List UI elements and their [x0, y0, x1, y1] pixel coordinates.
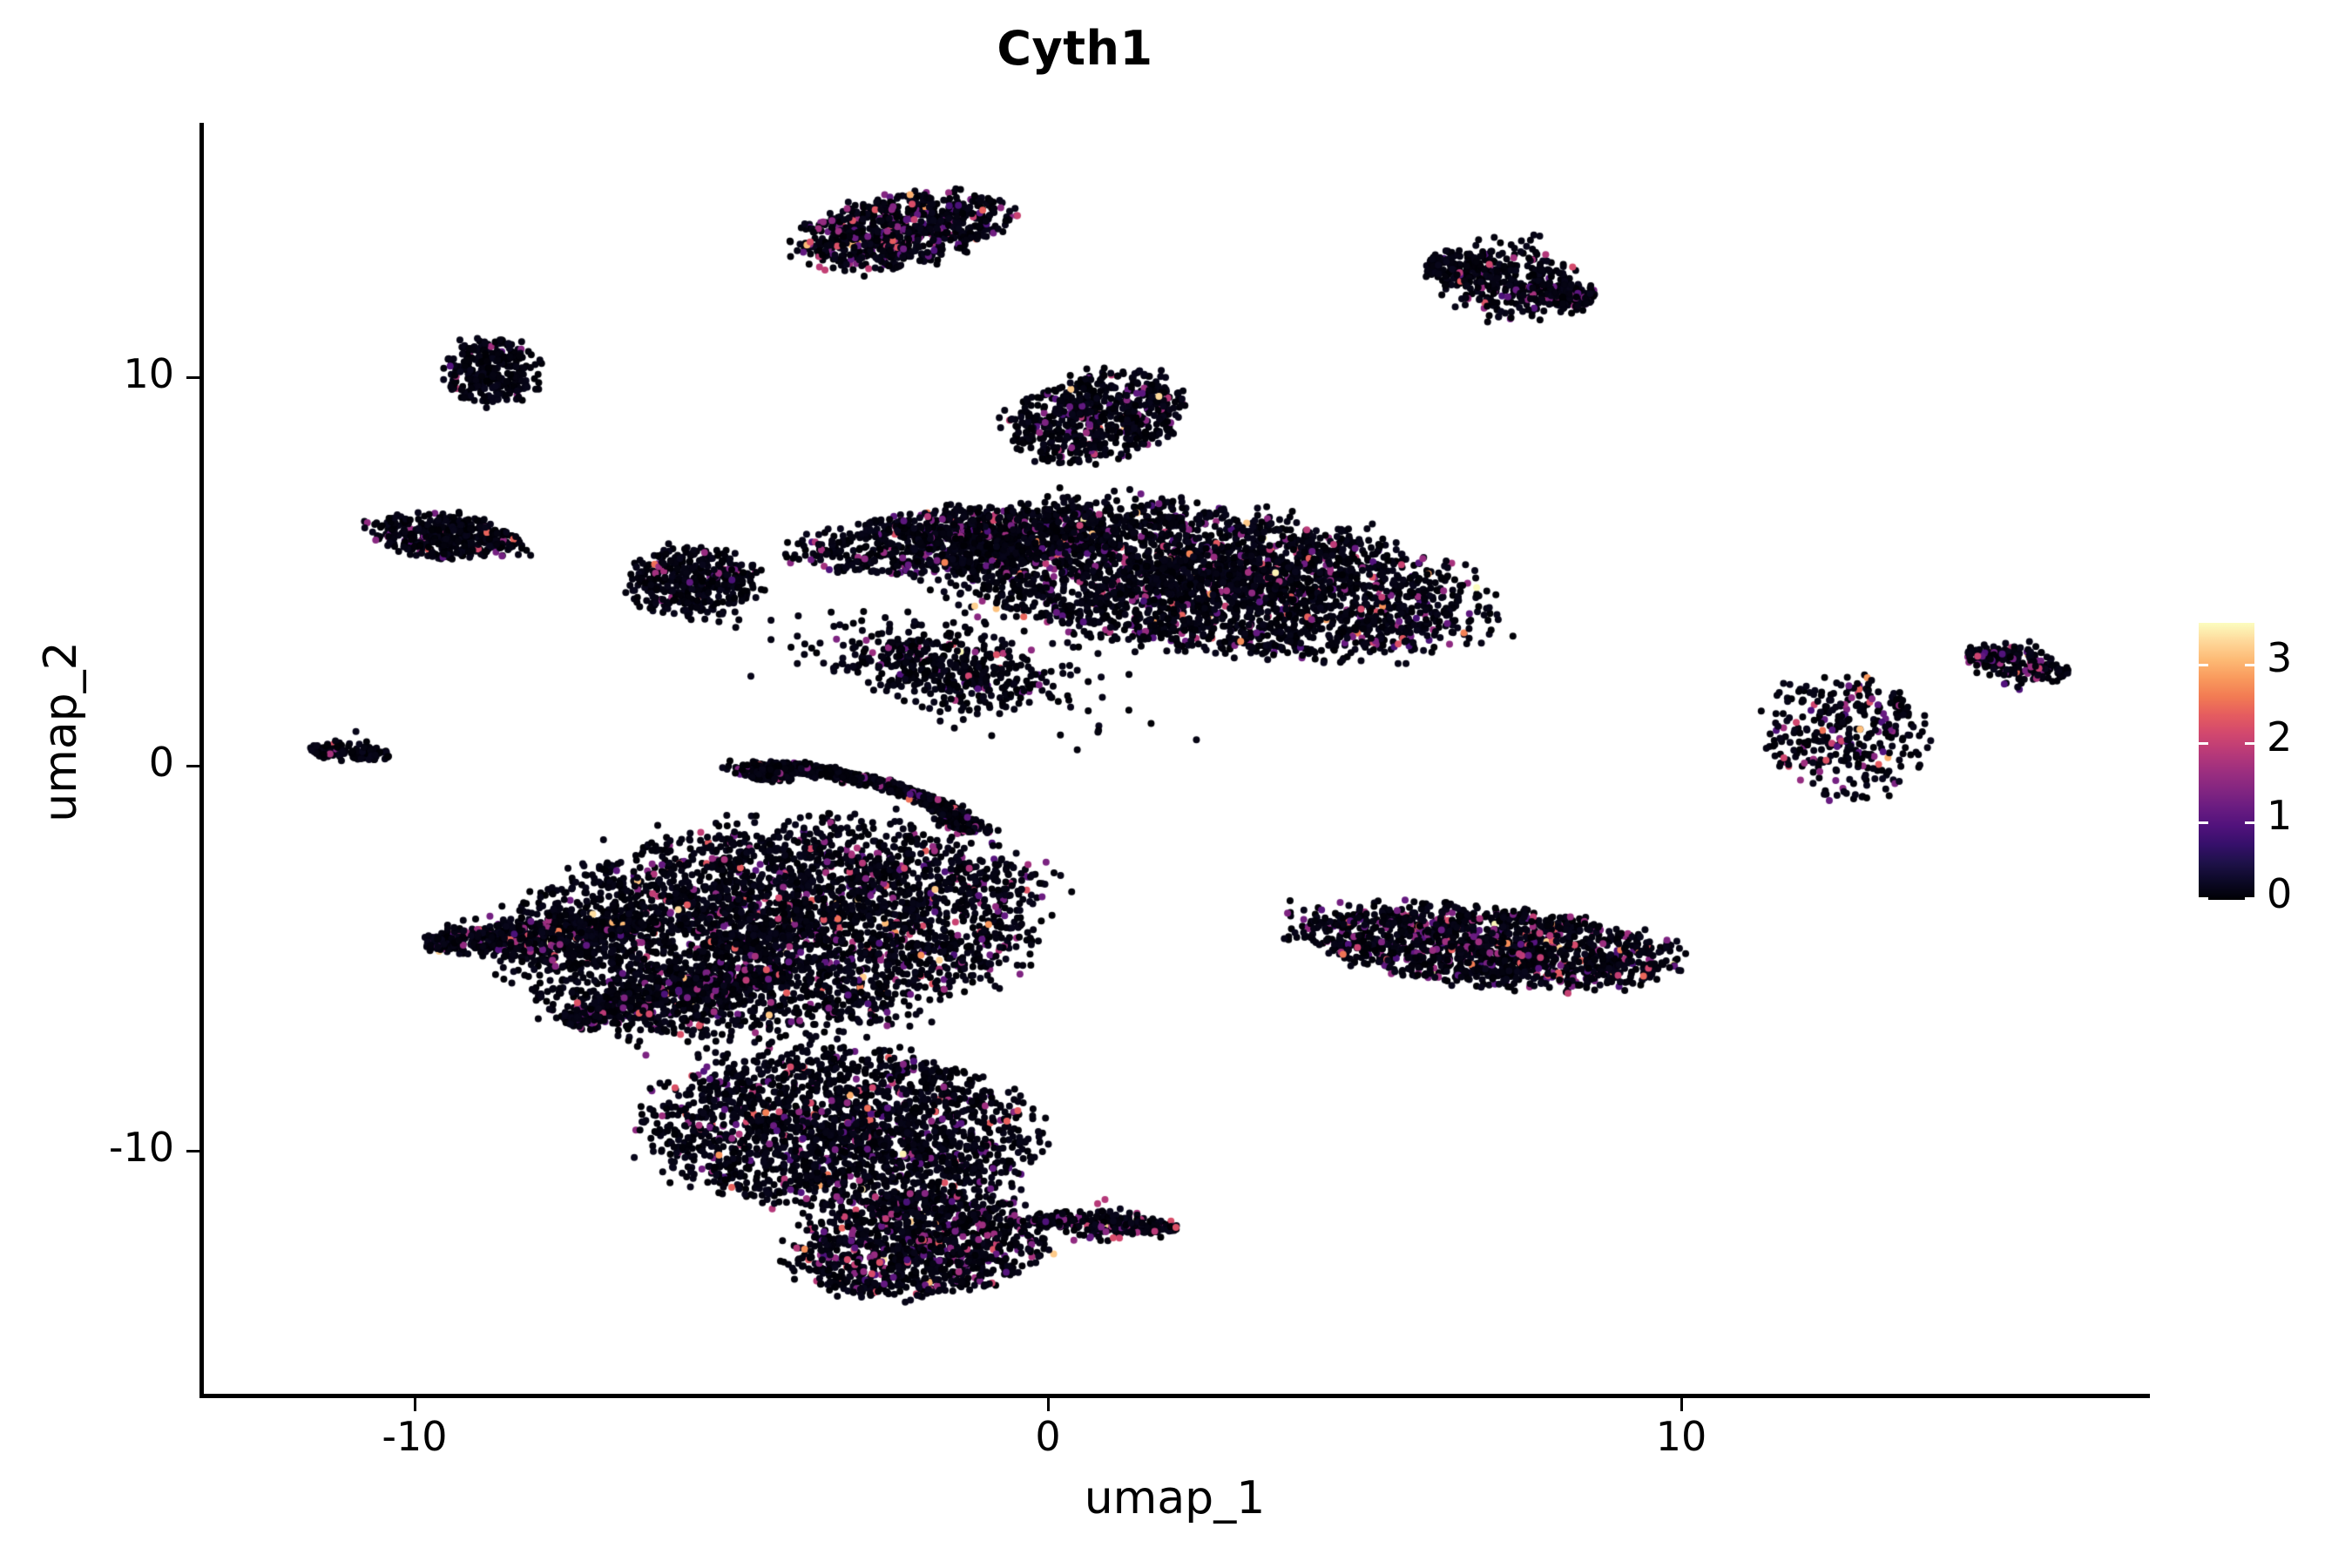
colorbar-tick-mark — [2199, 897, 2208, 900]
x-tick-mark — [1047, 1398, 1050, 1411]
colorbar-label-2: 2 — [2267, 713, 2293, 760]
axis-spine-left — [199, 123, 204, 1398]
y-axis-label: umap_2 — [35, 641, 87, 822]
x-tick-mark — [1680, 1398, 1683, 1411]
y-tick-mark — [186, 376, 199, 379]
y-axis-label-wrapper: umap_2 — [35, 383, 87, 1080]
colorbar-label-1: 1 — [2267, 792, 2293, 839]
colorbar-label-3: 3 — [2267, 634, 2293, 681]
plot-axes-area — [199, 123, 2150, 1398]
y-tick-label: 10 — [123, 350, 174, 397]
colorbar-tick-mark — [2245, 742, 2254, 745]
page-title: Cyth1 — [997, 21, 1153, 76]
x-tick-label: 0 — [1035, 1413, 1061, 1460]
y-tick-label: 0 — [148, 739, 174, 786]
colorbar-tick-mark — [2245, 664, 2254, 666]
x-tick-mark — [414, 1398, 416, 1411]
colorbar-tick-mark — [2199, 821, 2208, 824]
y-tick-label: -10 — [108, 1124, 174, 1171]
colorbar-tick-mark — [2245, 821, 2254, 824]
x-tick-label: 10 — [1655, 1413, 1707, 1460]
scatter-points-layer — [199, 123, 2150, 1398]
colorbar-gradient — [2199, 623, 2254, 900]
y-tick-mark — [186, 1150, 199, 1152]
colorbar-tick-mark — [2199, 742, 2208, 745]
colorbar-tick-mark — [2245, 897, 2254, 900]
axis-spine-bottom — [199, 1394, 2150, 1398]
colorbar-tick-mark — [2199, 664, 2208, 666]
x-axis-label: umap_1 — [1084, 1472, 1266, 1524]
y-tick-mark — [186, 765, 199, 767]
x-tick-label: -10 — [382, 1413, 448, 1460]
colorbar-label-0: 0 — [2267, 870, 2293, 917]
